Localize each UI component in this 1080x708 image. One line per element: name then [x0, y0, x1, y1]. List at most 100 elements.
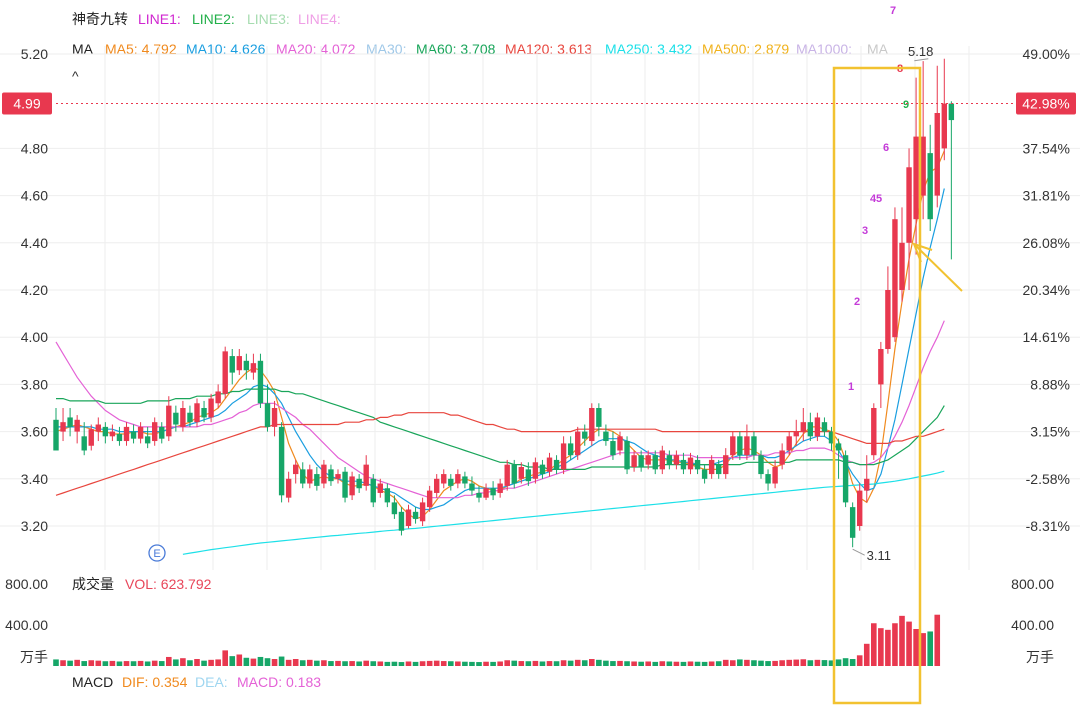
volume-bar	[74, 659, 80, 666]
candle	[243, 353, 250, 380]
y-tick-left: 5.20	[21, 46, 48, 62]
candle-body	[744, 436, 750, 456]
y-tick-left: 4.00	[21, 329, 48, 345]
volume-tick-left: 400.00	[5, 617, 48, 633]
ma-item-3: MA30:	[366, 41, 406, 57]
candle	[328, 464, 334, 486]
volume-bar	[892, 623, 898, 666]
volume-bar	[525, 661, 532, 666]
candle-body	[504, 464, 510, 486]
highlight-box	[832, 66, 922, 705]
candle-body	[405, 509, 412, 526]
candle-body	[885, 290, 891, 349]
volume-bar	[335, 660, 341, 666]
candle	[694, 455, 701, 475]
volume-bar	[821, 660, 828, 666]
volume-bar	[349, 661, 355, 666]
candle	[144, 426, 151, 449]
candle-body	[201, 408, 207, 418]
collapse-icon[interactable]: ^	[72, 68, 79, 84]
volume-bar	[687, 661, 694, 666]
volume-bar	[603, 660, 609, 666]
candle-body	[582, 431, 588, 439]
candle-body	[419, 502, 426, 522]
candle	[250, 353, 257, 380]
y-tick-left: 4.20	[21, 282, 48, 298]
candle	[384, 483, 391, 508]
candle	[208, 393, 214, 423]
nine-turn-label: 4	[870, 193, 877, 205]
ma-item-0: MA5: 4.792	[105, 41, 177, 57]
event-marker[interactable]: E	[148, 544, 166, 562]
y-tick-right: -2.58%	[1026, 471, 1070, 487]
y-tick-right: 26.08%	[1023, 235, 1070, 251]
volume-tick-right: 400.00	[1011, 617, 1054, 633]
event-marker-circle[interactable]	[148, 544, 166, 562]
candle	[469, 476, 475, 496]
volume-bar	[737, 659, 743, 666]
volume-bar	[645, 661, 651, 666]
ma-item-6: MA250: 3.432	[605, 41, 692, 57]
volume-bar	[765, 661, 771, 666]
candle	[314, 467, 320, 491]
volume-bar	[814, 659, 821, 666]
candle-body	[222, 351, 228, 394]
candle-body	[187, 412, 193, 423]
volume-bar	[398, 662, 405, 666]
candle-body	[102, 426, 109, 437]
price-box-left-label: 4.99	[13, 96, 40, 112]
candle-body	[596, 408, 602, 427]
extreme-markers: 5.18 3.11	[852, 44, 933, 563]
event-marker-label: E	[153, 548, 160, 560]
volume-bar	[285, 659, 292, 666]
ma-item-1: MA10: 4.626	[186, 41, 266, 57]
volume-bar	[715, 661, 722, 666]
candlesticks	[53, 58, 955, 548]
candle-body	[645, 455, 651, 465]
volume-bar	[885, 629, 891, 666]
line1-label: LINE1:	[138, 11, 181, 27]
candle-body	[857, 490, 863, 526]
volume-bar	[856, 655, 863, 666]
volume-bar	[102, 661, 109, 666]
candle-body	[60, 422, 66, 432]
candle	[532, 457, 539, 484]
ma20-line	[55, 320, 945, 499]
candle	[821, 417, 828, 437]
y-tick-left: 3.80	[21, 376, 48, 392]
candle-body	[532, 462, 539, 479]
volume-bar	[144, 661, 151, 666]
volume-label[interactable]: 成交量	[72, 576, 114, 592]
candle-body	[560, 443, 567, 470]
candle-body	[342, 471, 348, 498]
volume-bar	[539, 661, 546, 666]
nine-turn-label: 9	[903, 99, 909, 111]
volume-bar	[920, 633, 926, 666]
volume-bar	[173, 659, 179, 666]
volume-bar	[462, 661, 468, 666]
y-tick-right: 37.54%	[1023, 140, 1070, 156]
candle-body	[793, 431, 799, 437]
volume-bar	[264, 658, 271, 666]
volume-bar	[574, 659, 581, 666]
candle-body	[116, 433, 123, 442]
candle-body	[758, 455, 764, 475]
candle-body	[123, 426, 130, 442]
indicator-name[interactable]: 神奇九转	[72, 11, 128, 27]
volume-bar	[201, 660, 207, 666]
candle-body	[476, 492, 482, 498]
candle	[751, 431, 757, 460]
candle-body	[518, 467, 524, 479]
y-tick-left: 3.20	[21, 518, 48, 534]
volume-bar	[906, 621, 912, 666]
candle-body	[603, 431, 609, 442]
candle	[716, 459, 722, 479]
macd-name[interactable]: MACD	[72, 674, 113, 690]
candle-body	[920, 136, 926, 196]
volume-bar	[95, 660, 102, 666]
ma-name[interactable]: MA	[72, 41, 94, 57]
candle-body	[370, 478, 376, 503]
candle	[603, 424, 609, 446]
volume-bar	[250, 658, 257, 666]
